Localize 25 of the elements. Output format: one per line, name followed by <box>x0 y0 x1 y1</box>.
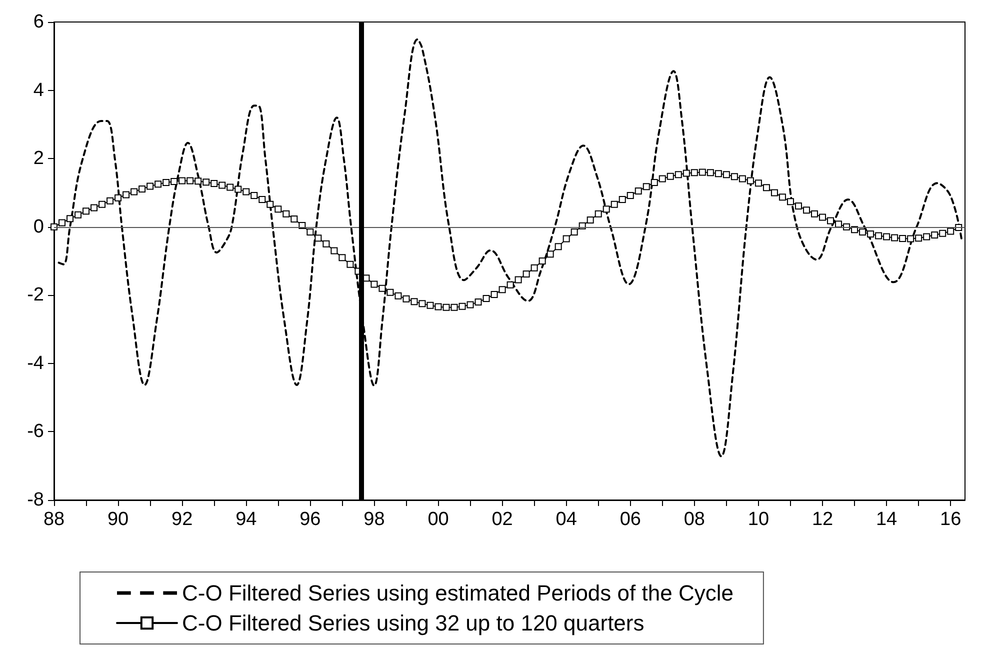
y-tick-label: 4 <box>33 80 44 101</box>
x-tick-label: 94 <box>236 509 258 530</box>
x-tick-label: 14 <box>876 509 898 530</box>
legend-label: C-O Filtered Series using 32 up to 120 quarters <box>182 610 644 636</box>
x-tick-label: 00 <box>428 509 449 530</box>
y-tick-label: 0 <box>33 216 44 238</box>
y-tick-label: -4 <box>27 352 44 374</box>
legend-label: C-O Filtered Series using estimated Periods of the Cycle <box>182 580 734 606</box>
x-tick-label: 98 <box>364 509 385 530</box>
x-tick-label: 88 <box>43 509 65 530</box>
x-tick-label: 96 <box>300 509 321 530</box>
x-tick-label: 92 <box>172 509 193 530</box>
y-tick-label: 2 <box>33 148 44 170</box>
y-tick-label: -8 <box>27 490 44 510</box>
x-tick-label: 90 <box>107 509 129 530</box>
x-tick-label: 06 <box>620 509 641 530</box>
x-tick-label: 12 <box>812 509 834 530</box>
x-tick-label: 10 <box>748 509 770 530</box>
x-tick-label: 02 <box>492 509 513 530</box>
x-tick-label: 16 <box>940 509 962 530</box>
x-tick-label: 08 <box>684 509 705 530</box>
y-tick-label: -6 <box>27 421 44 442</box>
x-tick-label: 04 <box>556 509 578 530</box>
y-tick-label: -2 <box>27 284 44 306</box>
y-tick-label: 6 <box>33 12 44 32</box>
